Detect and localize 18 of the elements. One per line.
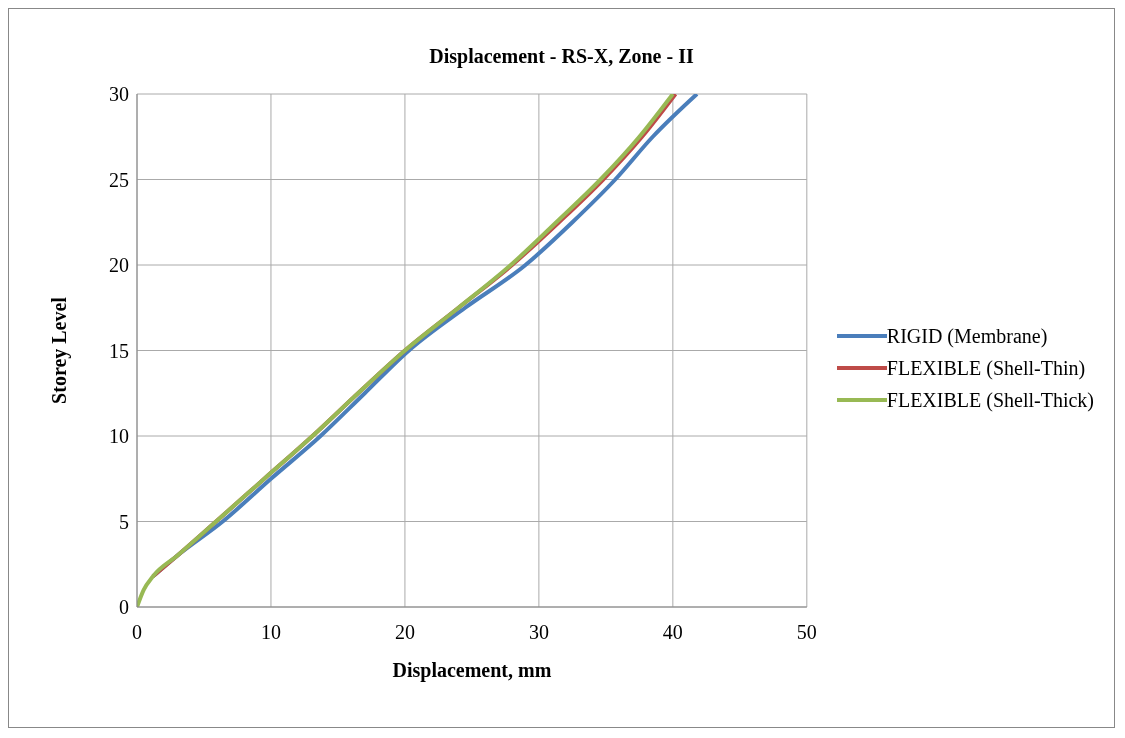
y-tick-label: 10 — [109, 425, 129, 448]
x-tick-label: 50 — [796, 621, 817, 644]
y-axis-title: Storey Level — [48, 296, 72, 404]
legend-label: FLEXIBLE (Shell-Thick) — [886, 388, 1094, 414]
legend-label: FLEXIBLE (Shell-Thin) — [886, 356, 1086, 382]
x-axis-title: Displacement, mm — [392, 659, 552, 682]
legend-label: RIGID (Membrane) — [886, 324, 1048, 350]
y-tick-label: 0 — [119, 596, 129, 619]
y-tick-label: 25 — [109, 168, 129, 191]
x-tick-label: 20 — [394, 621, 415, 644]
y-tick-label: 30 — [109, 83, 129, 106]
y-tick-label: 5 — [119, 510, 129, 533]
y-tick-label: 20 — [109, 254, 129, 277]
chart-title: Displacement - RS-X, Zone - II — [428, 45, 695, 68]
x-tick-label: 40 — [662, 621, 683, 644]
y-tick-label: 15 — [109, 339, 129, 362]
x-tick-label: 10 — [260, 621, 281, 644]
x-tick-label: 30 — [528, 621, 549, 644]
